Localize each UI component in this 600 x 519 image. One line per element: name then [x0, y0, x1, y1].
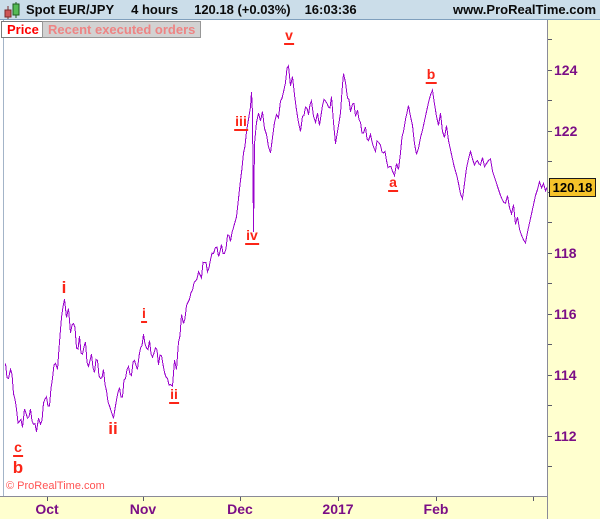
wave-label-a[interactable]: a: [388, 174, 398, 192]
price-line: [5, 64, 547, 432]
wave-label-v[interactable]: v: [284, 27, 294, 45]
chart-left-border: [3, 20, 4, 496]
time-tick-label: 2017: [322, 501, 354, 517]
wave-label-iii[interactable]: iii: [234, 113, 248, 131]
price-tick: [548, 100, 552, 101]
timeframe-label: 4 hours: [131, 2, 179, 17]
price-tick: [548, 283, 552, 284]
wave-label-i[interactable]: i: [141, 305, 147, 323]
price-tick: [548, 161, 552, 162]
time-tick: [533, 497, 534, 501]
price-tick: [548, 252, 552, 254]
time-tick: [143, 497, 144, 501]
price-line-canvas: [5, 64, 547, 432]
wave-label-b[interactable]: b: [12, 458, 24, 477]
price-tick: [548, 69, 552, 71]
price-tick: [548, 374, 552, 376]
time-tick-label: Nov: [129, 501, 157, 517]
wave-label-iv[interactable]: iv: [245, 227, 259, 245]
price-tick-label: 122: [554, 123, 578, 139]
time-tick: [240, 497, 241, 501]
price-tick-label: 118: [554, 245, 577, 261]
price-chart-plot[interactable]: c b i ii i ii iii iv v a b © ProRealTime.com: [4, 20, 547, 496]
wave-label-ii[interactable]: ii: [108, 419, 118, 438]
price-tick: [548, 222, 552, 223]
wave-label-ii[interactable]: ii: [169, 386, 179, 404]
instrument-name: Spot EUR/JPY: [26, 2, 115, 17]
time-tick: [436, 497, 437, 501]
time-tick-label: Dec: [227, 501, 253, 517]
price-tick-label: 116: [554, 306, 577, 322]
last-quote-and-change: 120.18 (+0.03%): [194, 2, 291, 17]
time-tick: [338, 497, 339, 501]
tab-price[interactable]: Price: [1, 21, 45, 38]
price-tick: [548, 405, 552, 406]
price-tick-label: 112: [554, 428, 577, 444]
price-tick: [548, 466, 552, 467]
time-tick: [47, 497, 48, 501]
chart-header-bar: Spot EUR/JPY 4 hours 120.18 (+0.03%) 16:…: [0, 0, 600, 20]
price-tick-label: 114: [554, 367, 577, 383]
price-tick: [548, 344, 552, 345]
price-tick-label: 124: [554, 62, 578, 78]
time-tick-label: Oct: [35, 501, 59, 517]
clock: 16:03:36: [304, 2, 357, 17]
price-tick: [548, 130, 552, 132]
website-watermark: www.ProRealTime.com: [452, 2, 596, 17]
wave-label-b[interactable]: b: [425, 66, 437, 84]
price-axis[interactable]: 112114116118120122124120.18: [547, 20, 600, 519]
price-tick: [548, 39, 552, 40]
wave-label-i[interactable]: i: [61, 278, 67, 297]
time-tick-label: Feb: [423, 501, 449, 517]
time-axis[interactable]: Oct Nov Dec 2017 Feb: [0, 496, 547, 519]
candlestick-icon: [4, 1, 21, 19]
copyright-watermark: © ProRealTime.com: [6, 480, 105, 492]
price-tick: [548, 435, 552, 437]
tab-recent-executed-orders[interactable]: Recent executed orders: [42, 21, 202, 38]
price-tick: [548, 313, 552, 315]
wave-label-c[interactable]: c: [13, 439, 23, 457]
last-price-badge: 120.18: [549, 177, 596, 197]
